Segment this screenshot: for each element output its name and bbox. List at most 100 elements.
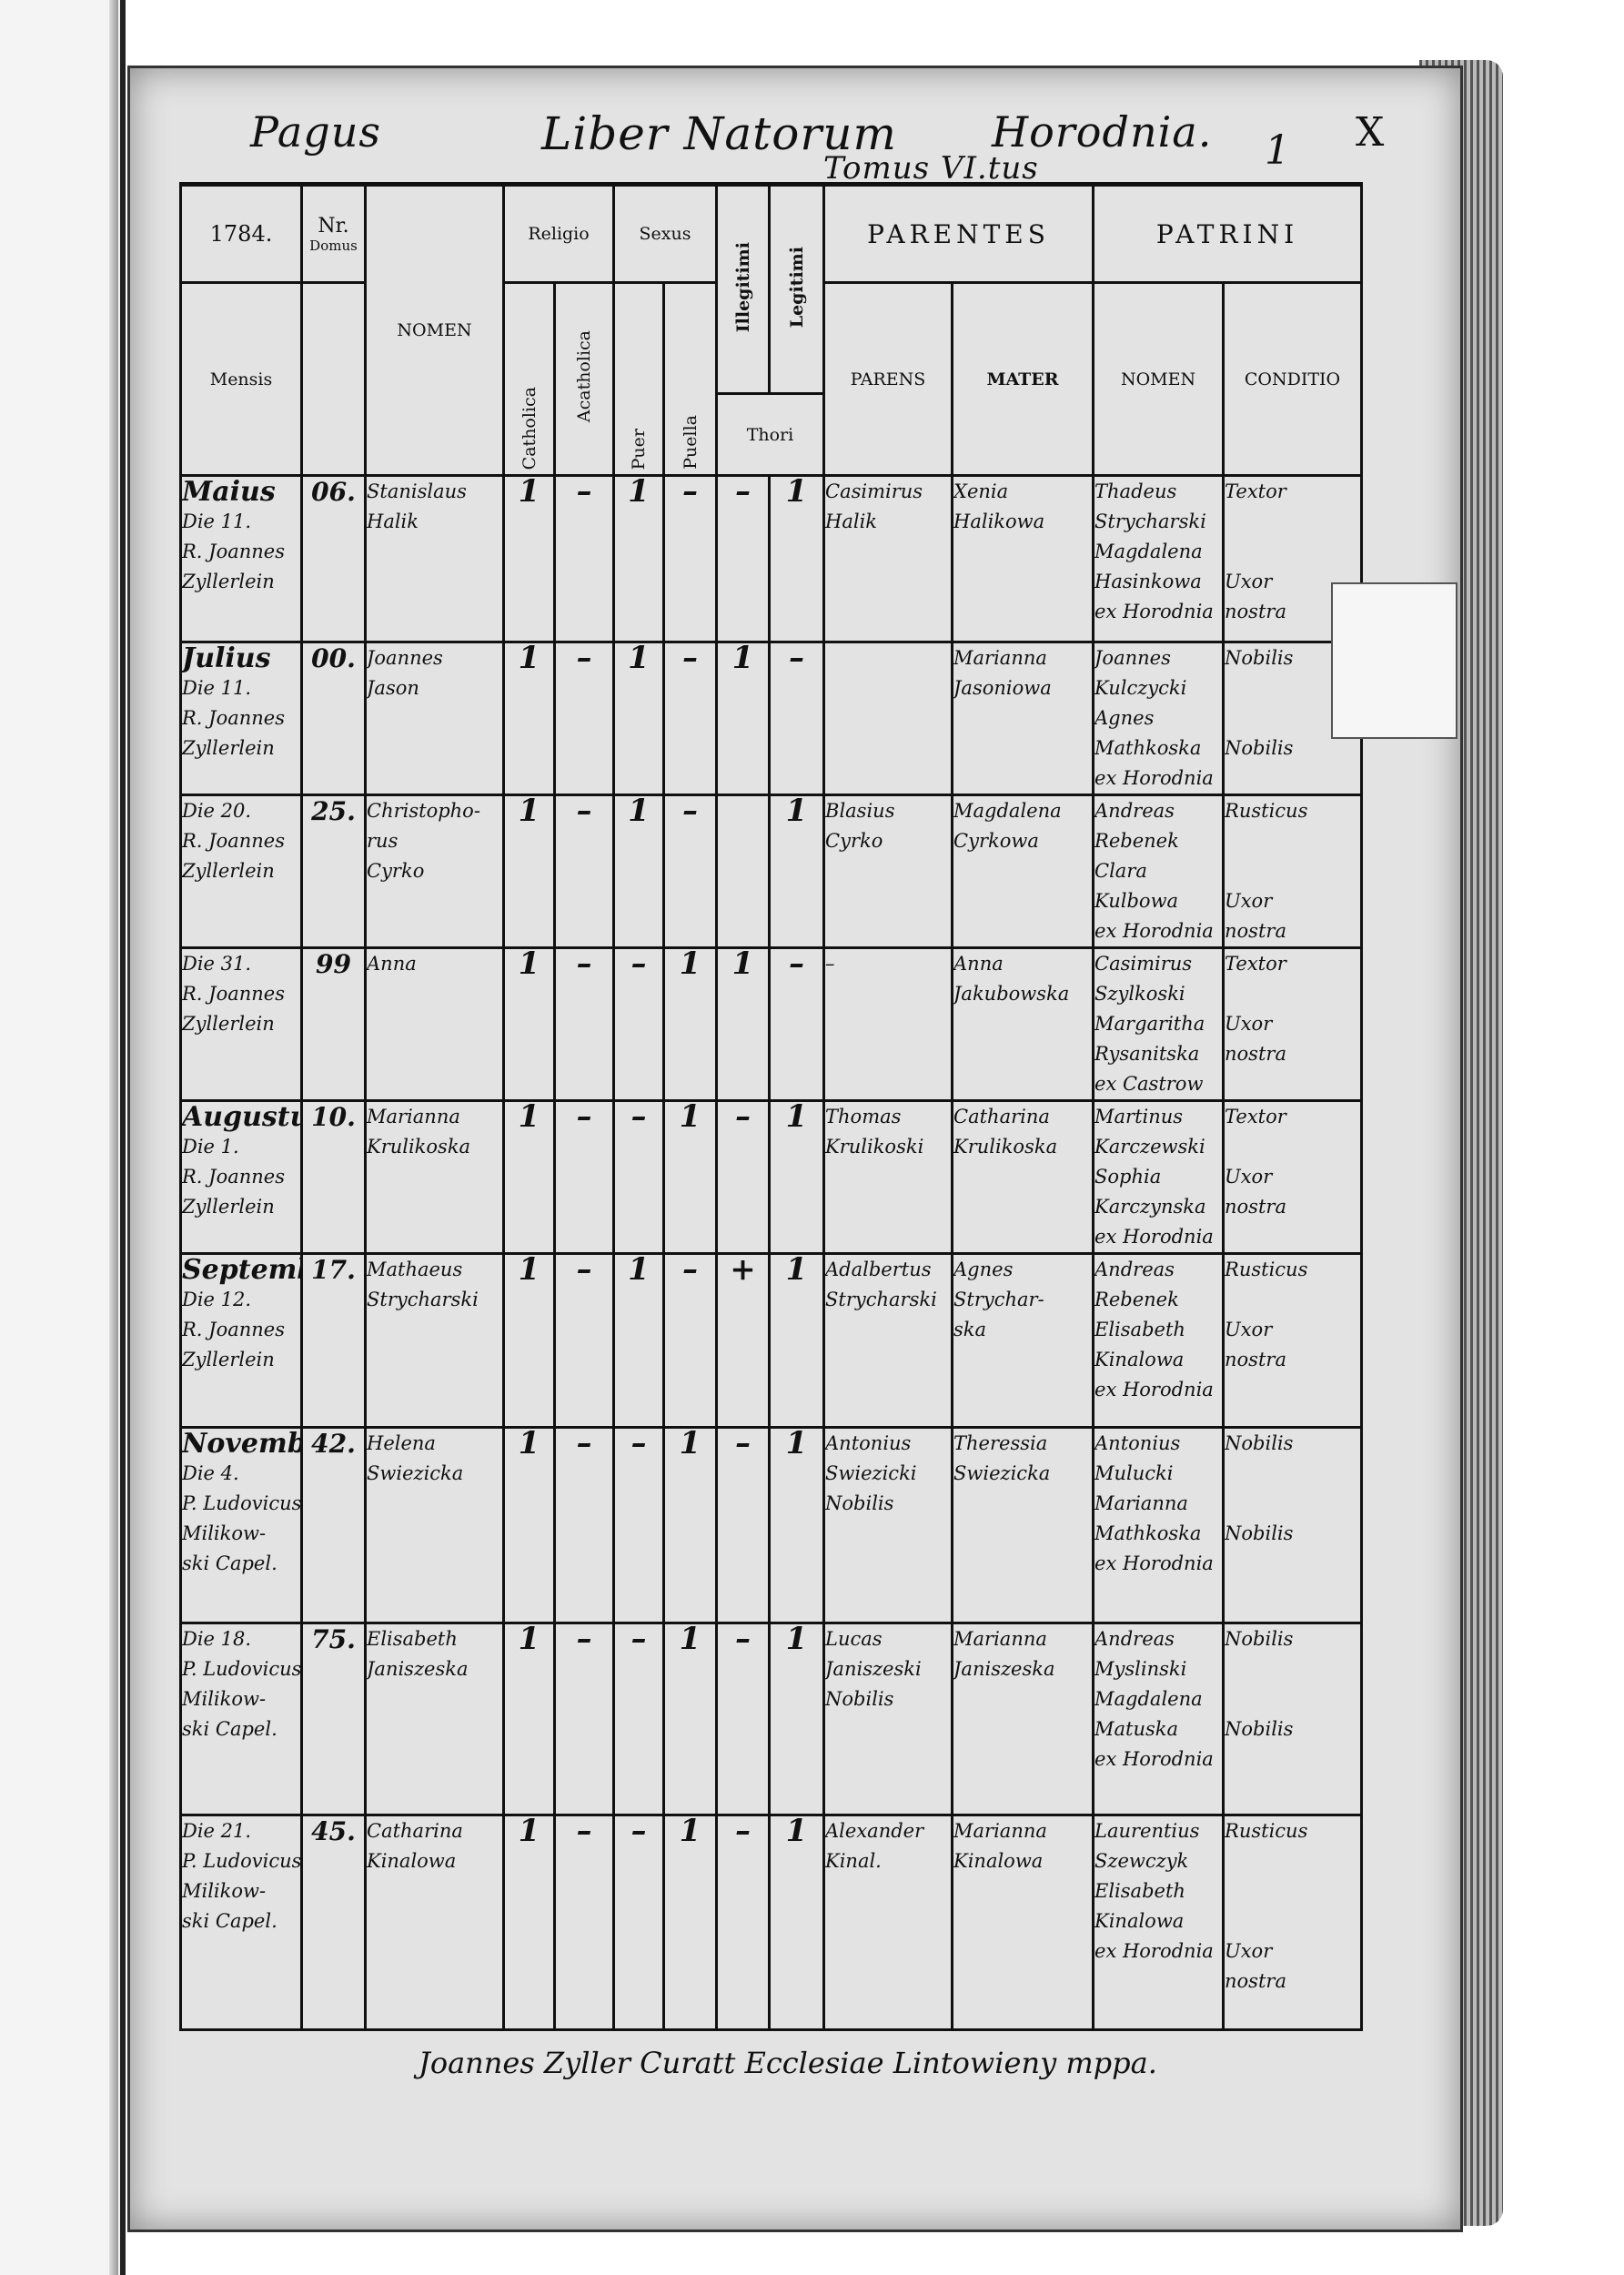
mater-line: Cyrkowa <box>953 830 1039 852</box>
priest-signature: Joannes Zyller Curatt Ecclesiae Lintowie… <box>419 2046 1157 2080</box>
patrini-line: Kulbowa <box>1094 890 1179 912</box>
patrini-line: Antonius <box>1094 1432 1181 1454</box>
conditio-cell: Rusticus Uxor nostra <box>1222 794 1364 949</box>
patrini-line: Thadeus <box>1094 480 1177 502</box>
patrini-header: PATRINI <box>1092 182 1364 284</box>
conditio-line <box>1226 1285 1359 1315</box>
puer-cell: – <box>612 1099 666 1255</box>
domus-cell: 99 <box>300 946 367 1102</box>
domus-subheader <box>300 281 367 477</box>
domus-cell: 42. <box>300 1426 367 1624</box>
conditio-line <box>1226 1459 1359 1489</box>
puella-cell: 1 <box>662 1426 719 1624</box>
acatholica-cell: – <box>552 1252 616 1429</box>
nomen-line: Jason <box>367 677 419 699</box>
parens-header: PARENS <box>822 281 954 477</box>
conditio-line: nostra <box>1225 1349 1286 1370</box>
nomen-line: Christopho- <box>367 800 480 822</box>
acatholica-cell: – <box>552 794 616 949</box>
parens-cell: Blasius Cyrko <box>822 794 954 949</box>
mater-line: Jakubowska <box>953 983 1070 1005</box>
nomen-line: Mathaeus <box>367 1259 463 1280</box>
conditio-line: nostra <box>1225 601 1286 622</box>
mater-line: Catharina <box>953 1106 1050 1127</box>
legitimi-cell: 1 <box>768 794 826 949</box>
patrini-line: Laurentius <box>1094 1820 1200 1842</box>
conditio-line: Nobilis <box>1225 737 1294 759</box>
mensis-line: P. Ludovicus <box>182 1850 302 1872</box>
conditio-line <box>1226 1684 1359 1714</box>
legitimi-cell: 1 <box>768 1426 826 1624</box>
mater-cell: Theressia Swiezicka <box>951 1426 1095 1624</box>
tomus-label: Tomus VI.tus <box>823 150 1039 187</box>
patrini-line: Rebenek <box>1094 830 1179 852</box>
acatholica-cell: – <box>552 1426 616 1624</box>
parens-cell <box>822 641 954 796</box>
acatholica-label: Acatholica <box>574 330 594 423</box>
mater-line: Marianna <box>953 1820 1047 1842</box>
mater-cell: Anna Jakubowska <box>951 946 1095 1102</box>
parens-line: Nobilis <box>825 1688 894 1710</box>
mater-line: Magdalena <box>953 800 1062 822</box>
mater-cell: Agnes Strychar-ska <box>951 1252 1095 1429</box>
conditio-line <box>1226 1654 1359 1684</box>
parens-line: Thomas <box>825 1106 902 1127</box>
patrini-line: Andreas <box>1094 1628 1175 1650</box>
mensis-line: Zyllerlein <box>182 737 275 759</box>
conditio-cell: Nobilis Nobilis <box>1222 1426 1364 1624</box>
patrini-line: ex Horodnia <box>1094 1748 1214 1770</box>
puella-cell: – <box>662 474 719 643</box>
conditio-line: Nobilis <box>1225 1432 1294 1454</box>
patrini-line: Strycharski <box>1094 511 1206 532</box>
illegitimi-cell: – <box>715 1622 772 1816</box>
mensis-line: Die 31. <box>182 953 252 975</box>
nomen-cell: Helena Swiezicka <box>364 1426 505 1624</box>
conditio-line: Uxor <box>1225 1166 1273 1188</box>
puella-cell: 1 <box>662 1622 719 1816</box>
conditio-line: Rusticus <box>1225 1820 1308 1842</box>
mater-line: Agnes <box>953 1259 1014 1280</box>
conditio-line: Rusticus <box>1225 800 1308 822</box>
patrini-line: Kulczycki <box>1094 677 1187 699</box>
mater-header: MATER <box>951 281 1095 477</box>
mensis-line: R. Joannes <box>182 541 286 562</box>
nomen-line: Joannes <box>367 647 443 669</box>
nomen-cell: Stanislaus Halik <box>364 474 505 643</box>
table-row: Julius Die 11. R. Joannes Zyllerlein 00. Joan… <box>179 641 1364 796</box>
nomen-cell: Mathaeus Strycharski <box>364 1252 505 1429</box>
mensis-line: Zyllerlein <box>182 1196 275 1218</box>
patrini-line: Sophia <box>1094 1166 1162 1188</box>
conditio-line <box>1226 856 1359 886</box>
patrini-cell: Andreas Rebenek Clara Kulbowa ex Horodnia <box>1092 794 1226 949</box>
mensis-line: Die 4. <box>182 1462 239 1484</box>
nomen-cell: Joannes Jason <box>364 641 505 796</box>
parens-line: Krulikoski <box>825 1136 924 1158</box>
puer-cell: – <box>612 946 666 1102</box>
mater-line: Krulikoska <box>953 1136 1058 1158</box>
conditio-cell: Rusticus Uxor nostra <box>1222 1252 1364 1429</box>
mensis-line: Milikow- <box>182 1522 267 1544</box>
table-row: Maius Die 11. R. Joannes Zyllerlein 06. Stani… <box>179 474 1364 643</box>
puella-cell: 1 <box>662 1099 719 1255</box>
conditio-line: Nobilis <box>1225 1628 1294 1650</box>
mensis-line: Maius <box>182 476 276 508</box>
conditio-line: Uxor <box>1225 571 1273 592</box>
mensis-cell: September Die 12. R. Joannes Zyllerlein <box>179 1252 303 1429</box>
catholica-header: Catholica <box>502 281 556 477</box>
patrini-cell: Andreas Myslinski Magdalena Matuska ex Horod… <box>1092 1622 1226 1816</box>
mensis-line: Zyllerlein <box>182 860 275 882</box>
mensis-cell: Maius Die 11. R. Joannes Zyllerlein <box>179 474 303 643</box>
patrini-line: Matuska <box>1094 1718 1179 1740</box>
puer-cell: 1 <box>612 641 666 796</box>
mater-line: Theressia <box>953 1432 1048 1454</box>
nomen-cell: Catharina Kinalowa <box>364 1814 505 2031</box>
patrini-line: Casimirus <box>1094 953 1193 975</box>
puella-label: Puella <box>680 415 701 470</box>
folio-number: 1 <box>1265 127 1291 174</box>
patrini-line: Kinalowa <box>1094 1349 1185 1370</box>
mensis-line: Die 1. <box>182 1136 239 1158</box>
conditio-line <box>1226 1906 1359 1936</box>
mensis-line: R. Joannes <box>182 707 286 729</box>
nomen-line: Anna <box>367 953 417 975</box>
name-header: NOMEN <box>364 182 505 477</box>
